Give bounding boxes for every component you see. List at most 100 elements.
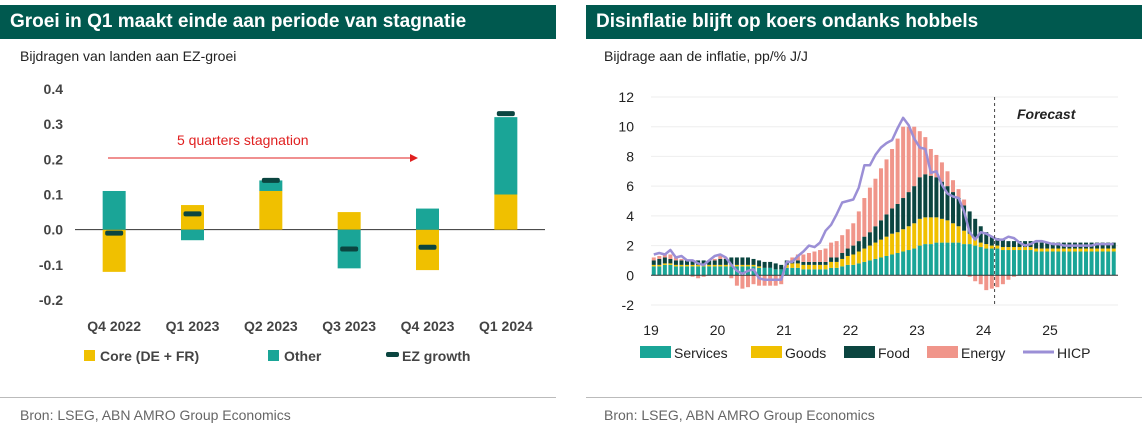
energy-bar: [890, 149, 895, 209]
goods-bar: [873, 242, 878, 259]
left-source-text: Bron: LSEG, ABN AMRO Group Economics: [20, 407, 291, 423]
food-bar: [939, 181, 944, 219]
services-bar: [1045, 251, 1050, 276]
goods-bar: [967, 233, 972, 245]
energy-bar: [956, 189, 961, 199]
energy-bar: [878, 168, 883, 221]
energy-bar: [1000, 275, 1005, 285]
services-bar: [812, 269, 817, 276]
legend-label: Goods: [785, 345, 826, 361]
goods-bar: [1078, 248, 1083, 252]
food-bar: [884, 214, 889, 237]
services-bar: [884, 255, 889, 276]
energy-bar: [923, 137, 928, 175]
hicp-line: [653, 116, 1114, 281]
energy-bar: [945, 171, 950, 187]
y-tick-label: 0.1: [44, 187, 64, 203]
x-tick-label: 24: [976, 322, 992, 338]
food-bar: [823, 261, 828, 265]
goods-bar: [939, 218, 944, 243]
energy-bar: [928, 149, 933, 176]
food-bar: [745, 257, 750, 265]
goods-bar: [1106, 248, 1111, 252]
right-source-divider: [586, 397, 1142, 398]
goods-bar: [1067, 248, 1072, 252]
x-tick-label: Q2 2023: [244, 318, 298, 334]
right-chart-panel: Disinflatie blijft op koers ondanks hobb…: [586, 0, 1146, 432]
services-bar: [1095, 251, 1100, 276]
food-bar: [1050, 242, 1055, 249]
goods-bar: [845, 255, 850, 265]
goods-bar: [923, 217, 928, 245]
goods-bar: [878, 239, 883, 258]
y-tick-label: 10: [618, 119, 634, 135]
food-bar: [912, 186, 917, 224]
core-bar: [337, 212, 361, 230]
services-bar: [790, 267, 795, 276]
goods-bar: [851, 254, 856, 265]
food-bar: [1017, 241, 1022, 248]
food-bar: [679, 260, 684, 265]
food-bar: [779, 264, 784, 270]
goods-bar: [751, 264, 756, 267]
energy-bar: [962, 199, 967, 206]
services-bar: [673, 266, 678, 276]
energy-bar: [884, 159, 889, 215]
goods-bar: [668, 263, 673, 265]
services-bar: [718, 266, 723, 276]
services-bar: [1011, 250, 1016, 276]
food-bar: [856, 241, 861, 252]
food-bar: [1056, 242, 1061, 249]
services-bar: [701, 266, 706, 276]
services-bar: [890, 254, 895, 276]
services-bar: [757, 267, 762, 276]
x-tick-label: 25: [1042, 322, 1058, 338]
services-bar: [989, 248, 994, 276]
goods-bar: [690, 264, 695, 267]
energy-bar: [718, 255, 723, 259]
goods-bar: [651, 264, 656, 267]
food-bar: [812, 261, 817, 265]
left-chart-title: Groei in Q1 maakt einde aan periode van …: [0, 5, 556, 39]
goods-bar: [906, 226, 911, 251]
energy-bar: [734, 275, 739, 286]
goods-bar: [718, 264, 723, 267]
goods-bar: [757, 266, 762, 268]
food-bar: [1095, 242, 1100, 249]
goods-bar: [1039, 248, 1044, 252]
food-bar: [1011, 241, 1016, 248]
services-bar: [878, 257, 883, 276]
goods-bar: [840, 258, 845, 267]
goods-bar: [884, 236, 889, 256]
services-bar: [1028, 250, 1033, 276]
services-bar: [801, 269, 806, 276]
goods-bar: [784, 264, 789, 268]
other-bar: [181, 229, 204, 241]
ez-growth-marker: [340, 246, 359, 252]
food-bar: [1023, 241, 1028, 248]
energy-bar: [867, 187, 872, 233]
other-bar: [416, 208, 439, 230]
food-bar: [934, 177, 939, 218]
food-bar: [928, 175, 933, 218]
services-bar: [773, 269, 778, 276]
goods-bar: [1011, 247, 1016, 251]
services-bar: [685, 266, 690, 276]
forecast-label: Forecast: [1017, 106, 1077, 122]
goods-bar: [984, 244, 989, 249]
left-source-divider: [0, 397, 556, 398]
x-tick-label: 20: [710, 322, 726, 338]
services-bar: [995, 248, 1000, 276]
y-tick-label: 0.4: [44, 81, 64, 97]
food-bar: [1045, 242, 1050, 249]
services-bar: [912, 248, 917, 276]
services-bar: [662, 264, 667, 276]
food-bar: [917, 177, 922, 219]
services-bar: [1050, 251, 1055, 276]
services-bar: [945, 242, 950, 276]
core-bar: [416, 229, 439, 271]
services-bar: [867, 260, 872, 276]
energy-bar: [657, 255, 662, 259]
x-tick-label: 19: [643, 322, 659, 338]
goods-bar: [1095, 248, 1100, 252]
